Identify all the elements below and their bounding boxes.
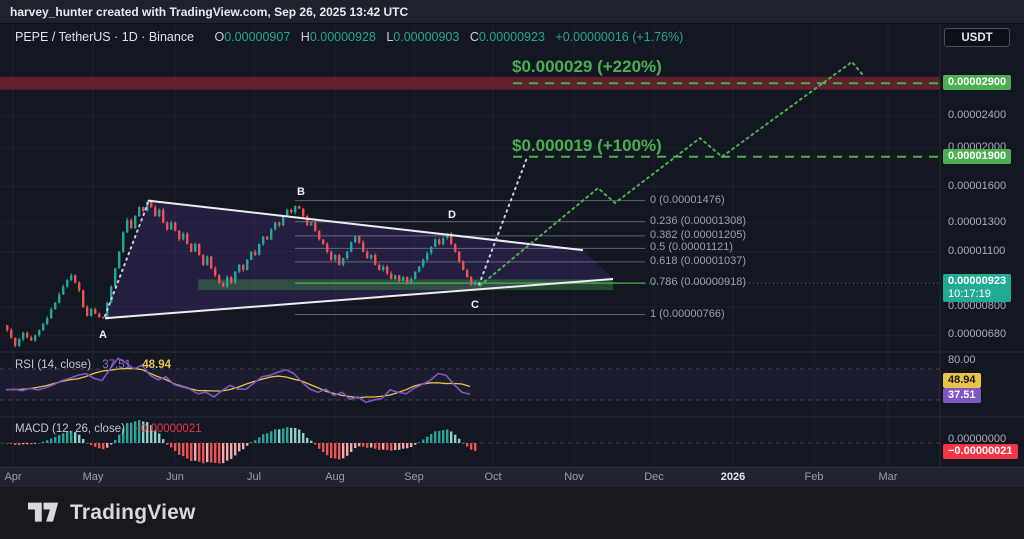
price-target-label-220[interactable]: $0.000029 (+220%)	[512, 57, 662, 76]
time-axis-label: Aug	[325, 471, 345, 483]
price-axis-label: 0.00000680	[948, 328, 1007, 341]
time-axis-label: May	[82, 471, 104, 483]
time-axis-label: Nov	[564, 471, 584, 483]
price-axis-label: 0.00000800	[948, 300, 1007, 312]
change-value: +0.00000016 (+1.76%)	[555, 30, 684, 44]
low-label: L	[386, 30, 394, 44]
tradingview-logo-icon[interactable]	[28, 501, 59, 525]
open-value: 0.00000907	[224, 30, 291, 44]
time-axis-label: Feb	[804, 471, 824, 483]
target2-price-badge: 0.00001900	[943, 148, 1012, 164]
symbol-title: PEPE / TetherUS · 1D · Binance	[15, 30, 195, 44]
time-axis-label: Oct	[484, 471, 502, 483]
rsi-value: 37.51	[102, 359, 132, 371]
footer-bar: TradingView	[0, 487, 1024, 539]
watermark-text: harvey_hunter created with TradingView.c…	[10, 4, 409, 19]
time-axis-label: Jun	[166, 471, 184, 483]
rsi-ma-value: 48.94	[142, 359, 172, 371]
time-axis-label: Sep	[404, 471, 424, 483]
symbol-info-row[interactable]: PEPE / TetherUS · 1D · Binance O0.000009…	[15, 30, 683, 44]
price-axis-label: 0.00002400	[948, 109, 1007, 122]
time-axis-label: Jul	[246, 471, 262, 483]
close-value: 0.00000923	[478, 30, 545, 44]
high-label: H	[300, 30, 310, 44]
rsi-indicator-legend[interactable]: RSI (14, close) 37.51 48.94	[15, 359, 171, 371]
time-axis-label: 2026	[720, 471, 746, 483]
open-label: O	[214, 30, 225, 44]
high-value: 0.00000928	[309, 30, 376, 44]
target1-price-badge: 0.00002900	[943, 75, 1012, 91]
price-axis-label: 0.00001100	[948, 244, 1006, 257]
rsi-value-badge: 37.51	[943, 388, 981, 403]
rsi-axis-label: 80.00	[948, 354, 976, 366]
macd-label: MACD (12, 26, close)	[15, 423, 125, 435]
macd-axis-label: 0.00000000	[948, 433, 1007, 445]
time-axis-label: Apr	[4, 471, 22, 483]
last-price-badge: 0.00000923 10:17:19	[943, 274, 1012, 303]
macd-indicator-legend[interactable]: MACD (12, 26, close) −0.00000021	[15, 423, 202, 435]
price-axis-label: 0.00001300	[948, 215, 1007, 228]
low-value: 0.00000903	[393, 30, 460, 44]
price-target-label-100[interactable]: $0.000019 (+100%)	[512, 136, 662, 155]
bar-close-countdown: 10:17:19	[948, 288, 991, 301]
rsi-label: RSI (14, close)	[15, 359, 92, 371]
price-axis-label: 0.00001600	[948, 179, 1007, 192]
watermark-bar: harvey_hunter created with TradingView.c…	[0, 0, 1024, 24]
time-axis-label: Dec	[644, 471, 664, 483]
price-axis[interactable]: 0.00002400 0.00002000 0.00001600 0.00001300…	[940, 24, 1024, 467]
macd-value-badge: −0.00000021	[943, 444, 1018, 459]
time-axis[interactable]: Apr May Jun Jul Aug Sep Oct Nov Dec 2026 Feb Mar	[0, 467, 1024, 487]
currency-toggle-button[interactable]: USDT	[944, 28, 1010, 47]
rsi-ma-badge: 48.94	[943, 373, 981, 388]
tradingview-logo-text[interactable]: TradingView	[70, 501, 196, 524]
time-axis-label: Mar	[878, 471, 898, 483]
macd-value: −0.00000021	[134, 423, 202, 435]
close-label: C	[469, 30, 479, 44]
